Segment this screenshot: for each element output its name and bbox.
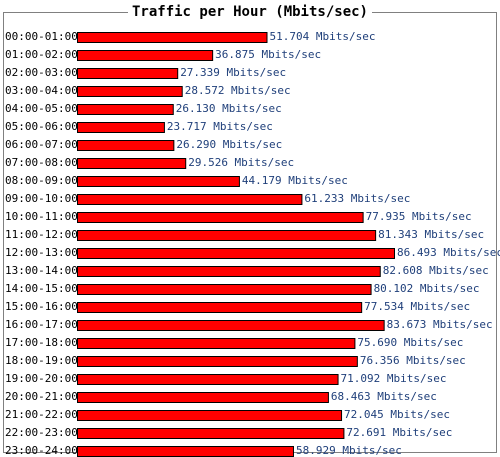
category-label: 12:00-13:00	[5, 246, 78, 259]
bar	[77, 32, 268, 43]
value-label: 72.691 Mbits/sec	[346, 426, 452, 439]
bar	[77, 410, 343, 421]
bar	[77, 266, 381, 277]
bar	[77, 50, 214, 61]
category-label: 13:00-14:00	[5, 264, 78, 277]
category-label: 11:00-12:00	[5, 228, 78, 241]
category-label: 03:00-04:00	[5, 84, 78, 97]
category-label: 09:00-10:00	[5, 192, 78, 205]
value-label: 29.526 Mbits/sec	[188, 156, 294, 169]
value-label: 82.608 Mbits/sec	[383, 264, 489, 277]
category-label: 00:00-01:00	[5, 30, 78, 43]
bar	[77, 302, 363, 313]
value-label: 23.717 Mbits/sec	[167, 120, 273, 133]
category-label: 05:00-06:00	[5, 120, 78, 133]
category-label: 01:00-02:00	[5, 48, 78, 61]
value-label: 80.102 Mbits/sec	[374, 282, 480, 295]
value-label: 77.935 Mbits/sec	[366, 210, 472, 223]
bar	[77, 140, 175, 151]
category-label: 18:00-19:00	[5, 354, 78, 367]
category-label: 19:00-20:00	[5, 372, 78, 385]
category-label: 04:00-05:00	[5, 102, 78, 115]
bar	[77, 104, 174, 115]
category-label: 20:00-21:00	[5, 390, 78, 403]
category-label: 16:00-17:00	[5, 318, 78, 331]
category-label: 17:00-18:00	[5, 336, 78, 349]
value-label: 71.092 Mbits/sec	[341, 372, 447, 385]
category-label: 06:00-07:00	[5, 138, 78, 151]
bar	[77, 446, 294, 457]
value-label: 26.130 Mbits/sec	[176, 102, 282, 115]
category-label: 02:00-03:00	[5, 66, 78, 79]
value-label: 51.704 Mbits/sec	[269, 30, 375, 43]
bar	[77, 176, 240, 187]
value-label: 44.179 Mbits/sec	[242, 174, 348, 187]
category-label: 21:00-22:00	[5, 408, 78, 421]
bar	[77, 122, 165, 133]
bar	[77, 86, 183, 97]
value-label: 36.875 Mbits/sec	[215, 48, 321, 61]
category-label: 14:00-15:00	[5, 282, 78, 295]
value-label: 61.233 Mbits/sec	[304, 192, 410, 205]
bar	[77, 392, 329, 403]
value-label: 81.343 Mbits/sec	[378, 228, 484, 241]
category-label: 15:00-16:00	[5, 300, 78, 313]
value-label: 27.339 Mbits/sec	[180, 66, 286, 79]
value-label: 75.690 Mbits/sec	[357, 336, 463, 349]
value-label: 83.673 Mbits/sec	[387, 318, 493, 331]
bar	[77, 338, 356, 349]
bar	[77, 158, 187, 169]
category-label: 10:00-11:00	[5, 210, 78, 223]
category-label: 23:00-24:00	[5, 444, 78, 457]
value-label: 77.534 Mbits/sec	[364, 300, 470, 313]
bar	[77, 230, 377, 241]
bar	[77, 320, 385, 331]
bar	[77, 194, 303, 205]
bar	[77, 428, 345, 439]
value-label: 86.493 Mbits/sec	[397, 246, 500, 259]
bar	[77, 68, 179, 79]
value-label: 68.463 Mbits/sec	[331, 390, 437, 403]
category-label: 22:00-23:00	[5, 426, 78, 439]
value-label: 26.290 Mbits/sec	[176, 138, 282, 151]
value-label: 28.572 Mbits/sec	[185, 84, 291, 97]
value-label: 76.356 Mbits/sec	[360, 354, 466, 367]
bar	[77, 374, 339, 385]
bar	[77, 212, 364, 223]
value-label: 72.045 Mbits/sec	[344, 408, 450, 421]
bar	[77, 356, 358, 367]
bar	[77, 248, 395, 259]
bar	[77, 284, 372, 295]
value-label: 58.929 Mbits/sec	[296, 444, 402, 457]
category-label: 07:00-08:00	[5, 156, 78, 169]
category-label: 08:00-09:00	[5, 174, 78, 187]
